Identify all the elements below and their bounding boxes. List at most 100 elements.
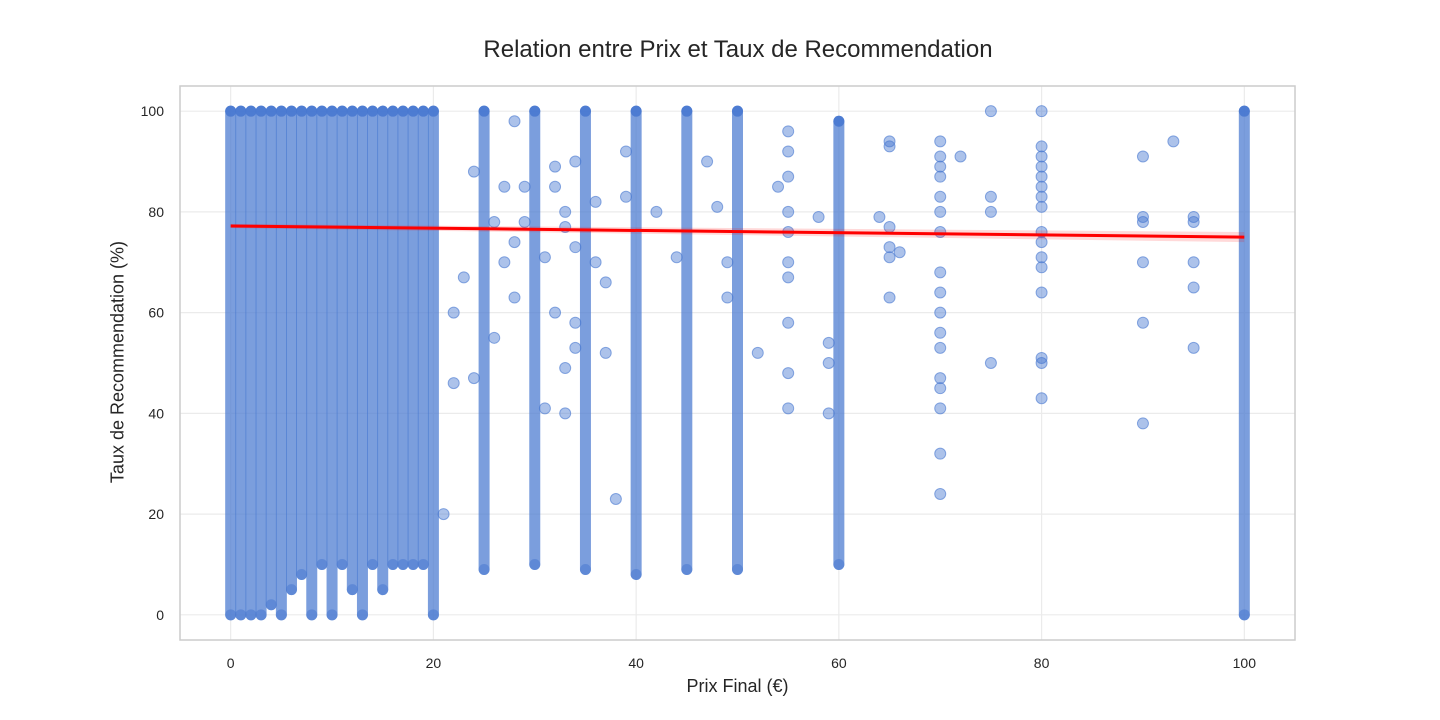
scatter-point (934, 160, 947, 173)
scatter-point (417, 105, 429, 117)
x-tick-label: 40 (628, 655, 644, 671)
point-column (296, 105, 308, 581)
point-column (387, 105, 399, 570)
scatter-point (1035, 180, 1048, 193)
scatter-point (1035, 170, 1048, 183)
x-axis-label: Prix Final (€) (686, 676, 789, 696)
scatter-point (488, 331, 501, 344)
scatter-point (934, 190, 947, 203)
scatter-point (549, 306, 562, 319)
dense-columns (225, 105, 1250, 621)
scatter-point (255, 105, 267, 117)
scatter-point (467, 372, 480, 385)
scatter-point (1035, 200, 1048, 213)
point-column (235, 105, 247, 621)
point-column (529, 105, 541, 570)
scatter-point (569, 155, 582, 168)
scatter-point (934, 170, 947, 183)
scatter-point (255, 609, 267, 621)
scatter-point (296, 105, 308, 117)
point-column (417, 105, 429, 570)
scatter-point (681, 563, 693, 575)
scatter-point (518, 180, 531, 193)
y-tick-label: 100 (141, 103, 165, 119)
y-axis-label: Taux de Recommendation (%) (107, 240, 128, 484)
plot-frame (179, 85, 1296, 641)
scatter-point (589, 195, 602, 208)
scatter-point (549, 180, 562, 193)
scatter-point (934, 286, 947, 299)
scatter-point (538, 251, 551, 264)
scatter-point (1136, 417, 1149, 430)
scatter-point (711, 200, 724, 213)
x-tick-label: 60 (831, 655, 847, 671)
scatter-point (397, 558, 409, 570)
scatter-point (508, 291, 521, 304)
scatter-point (934, 266, 947, 279)
scatter-point (984, 205, 997, 218)
scatter-point (934, 447, 947, 460)
scatter-point (1136, 215, 1149, 228)
point-column (265, 105, 277, 611)
point-column (225, 105, 237, 621)
scatter-point (1035, 150, 1048, 163)
scatter-point (721, 256, 734, 269)
scatter-point (833, 115, 845, 127)
x-tick-label: 0 (227, 655, 235, 671)
scatter-point (538, 402, 551, 415)
scatter-point (732, 563, 743, 575)
scatter-point (1035, 190, 1048, 203)
scatter-point (751, 346, 764, 359)
scatter-point (772, 180, 785, 193)
scatter-point (1035, 286, 1048, 299)
scatter-point (549, 160, 562, 173)
point-column (397, 105, 409, 570)
scatter-point (377, 584, 389, 596)
scatter-point (1187, 215, 1200, 228)
scatter-point (620, 145, 632, 158)
regression-line (230, 224, 1245, 239)
scatter-point (316, 105, 328, 117)
point-column (336, 105, 348, 570)
scatter-point (782, 125, 795, 138)
scatter-point (367, 558, 379, 570)
plot-frame (179, 85, 1296, 641)
point-column (377, 105, 389, 596)
scatter-point (467, 165, 480, 178)
scatter-point (498, 180, 511, 193)
point-column (245, 105, 257, 621)
y-tick-label: 40 (148, 405, 164, 421)
point-column (478, 105, 490, 575)
scatter-point (782, 205, 795, 218)
point-column (579, 105, 591, 575)
scatter-point (934, 205, 947, 218)
scatter-point (782, 402, 795, 415)
scatter-point (934, 487, 947, 500)
scatter-point (1035, 261, 1048, 274)
point-column (732, 105, 743, 575)
scatter-point (681, 105, 693, 117)
point-column (275, 105, 287, 621)
scatter-point (822, 357, 835, 369)
scatter-point (1167, 135, 1180, 148)
scatter-point (275, 609, 287, 621)
scatter-point (579, 563, 591, 575)
scatter-point (934, 341, 947, 354)
chart-title: Relation entre Prix et Taux de Recommend… (483, 36, 993, 63)
scatter-point (336, 105, 348, 117)
scatter-point (367, 105, 379, 117)
scatter-point (306, 105, 318, 117)
scatter-point (822, 407, 835, 420)
point-column (630, 105, 642, 581)
scatter-point (1035, 105, 1048, 118)
scatter-point (478, 105, 490, 117)
point-column (255, 105, 267, 621)
scatter-point (498, 256, 511, 269)
scatter-point (599, 346, 612, 359)
scatter-point (934, 402, 947, 415)
scatter-point (407, 558, 419, 570)
scatter-point (1035, 357, 1048, 369)
scatter-point (508, 115, 521, 128)
scatter-point (306, 609, 318, 621)
scatter-point (225, 609, 237, 621)
